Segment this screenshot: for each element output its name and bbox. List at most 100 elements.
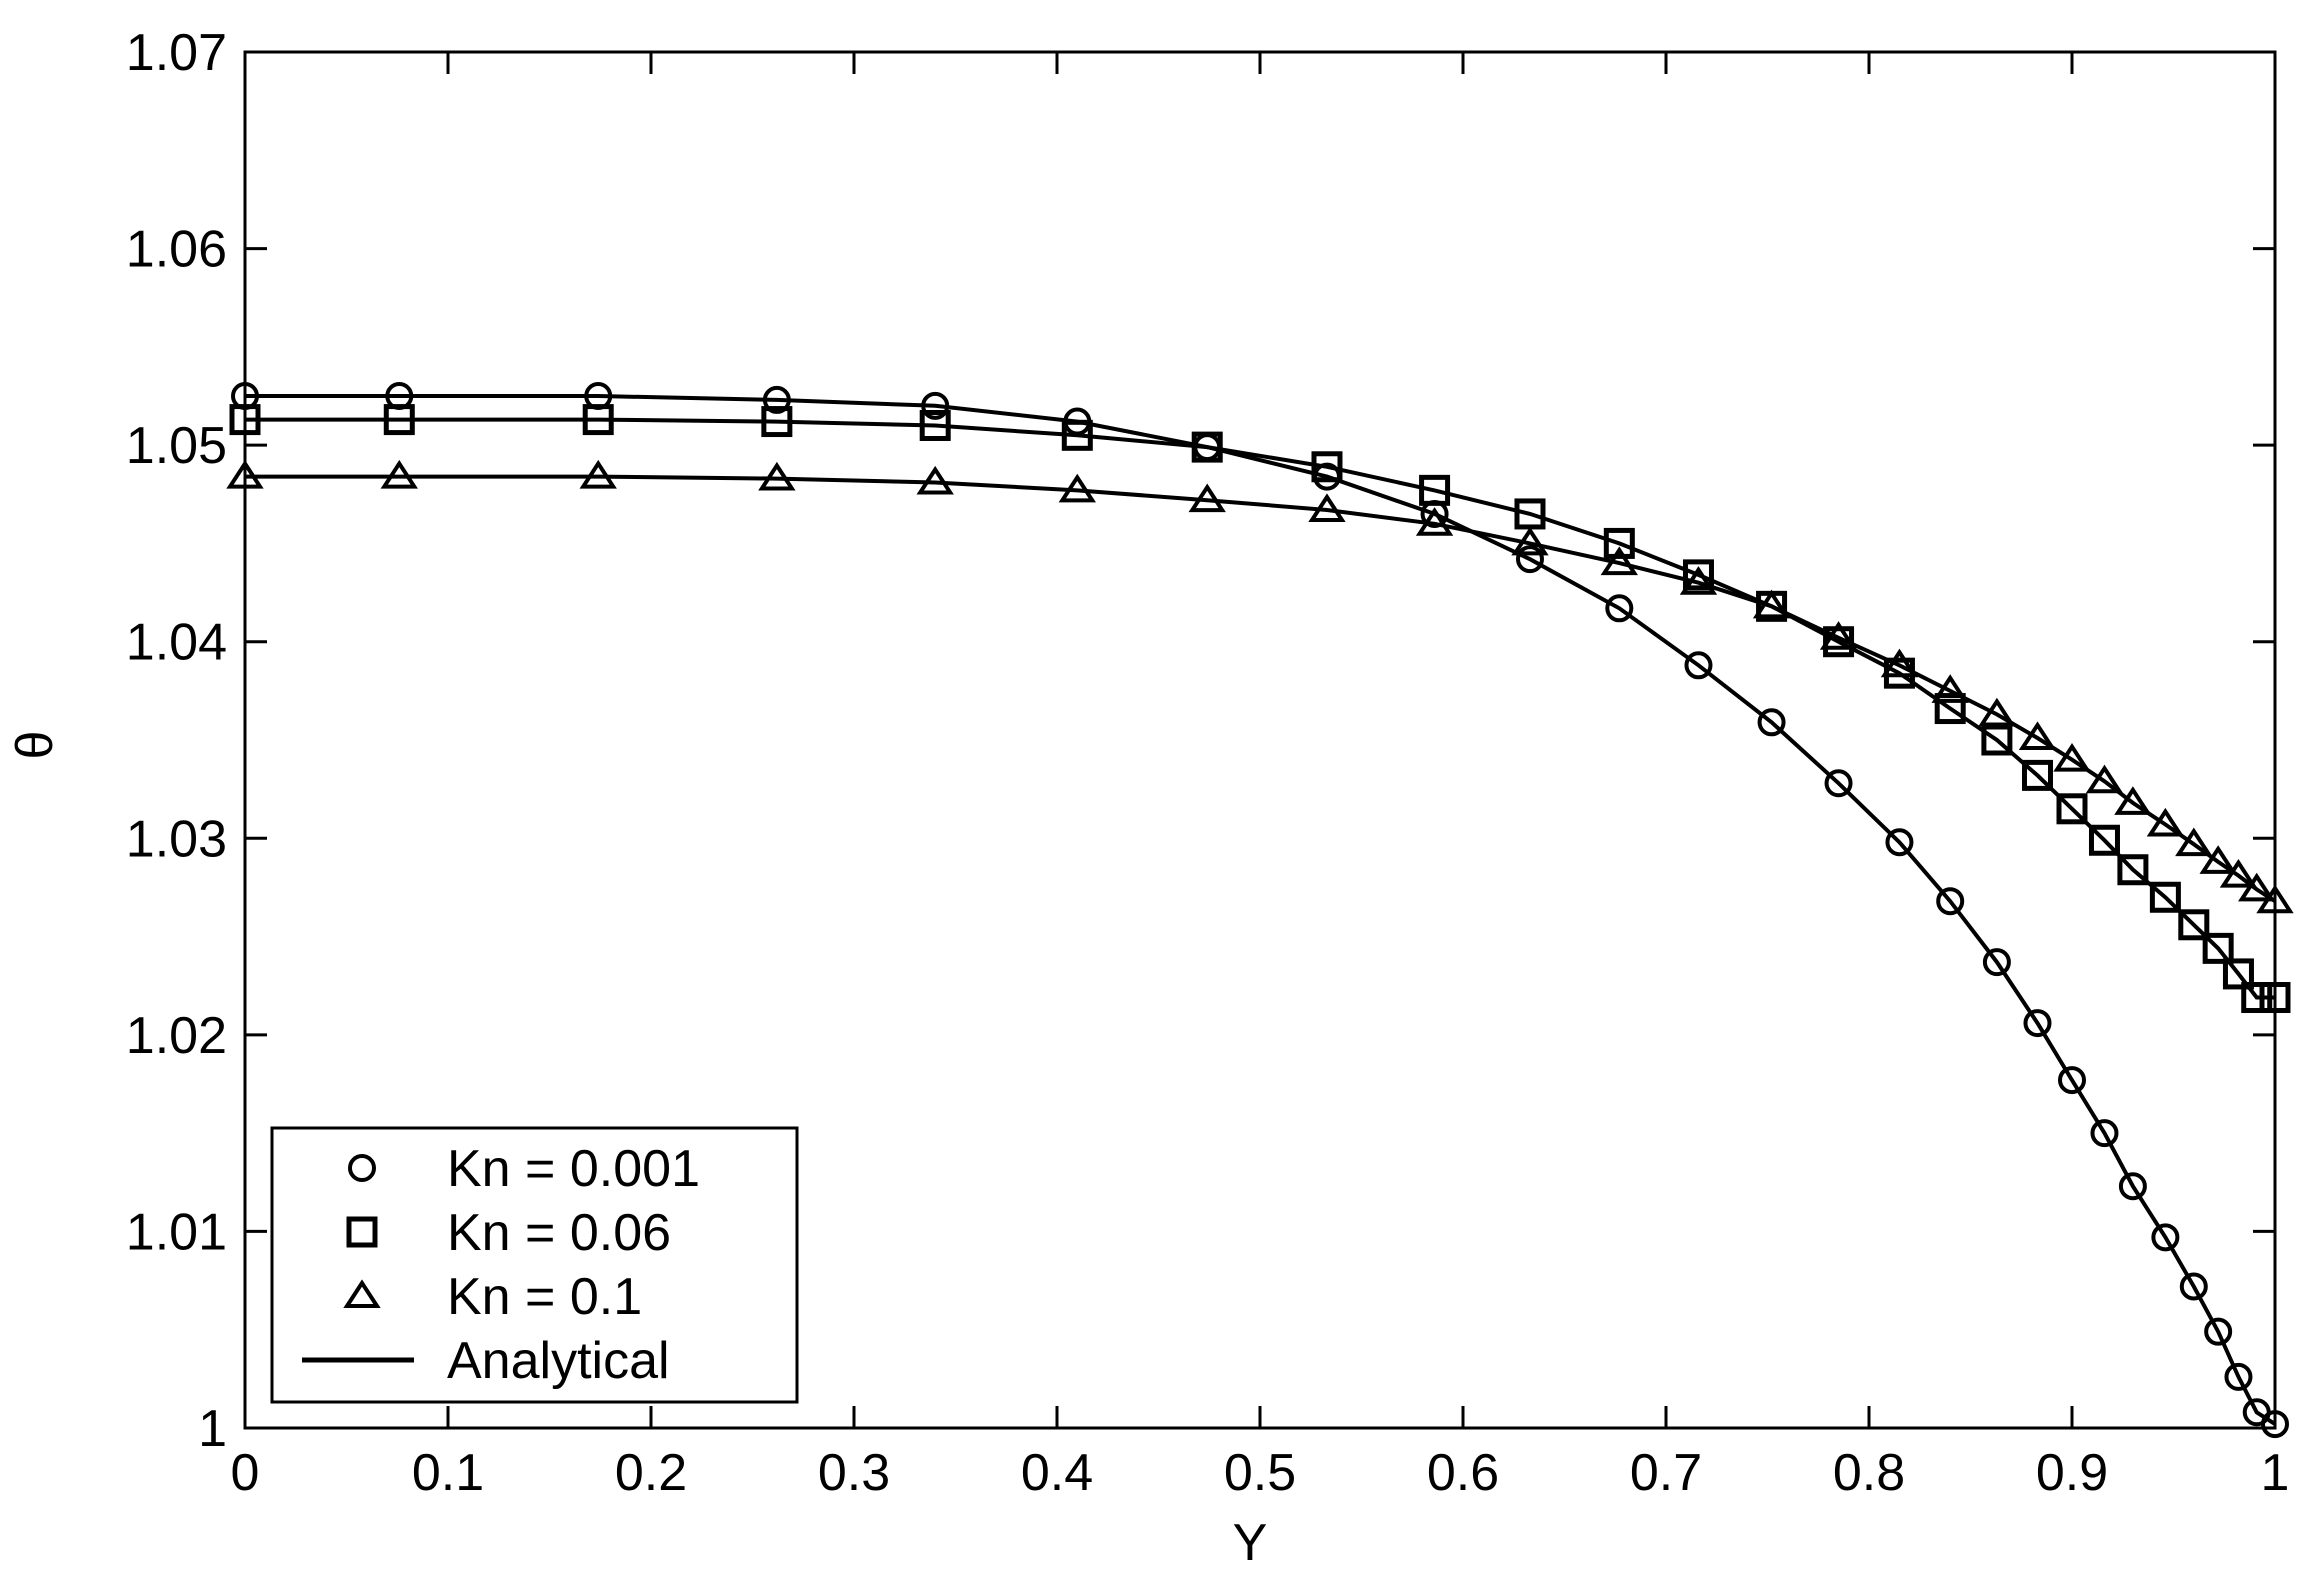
legend-label: Analytical: [447, 1332, 670, 1390]
x-tick-label: 0.8: [1833, 1444, 1905, 1502]
data-point-circle: [1605, 594, 1634, 623]
y-tick-label: 1.05: [126, 417, 227, 475]
y-tick-label: 1.04: [126, 614, 227, 672]
data-point-triangle: [1679, 566, 1718, 595]
analytical-line-circle: [245, 394, 2277, 1426]
data-point-circle: [2261, 1410, 2289, 1439]
y-axis-title: θ: [6, 731, 64, 760]
data-point-square: [2088, 824, 2120, 856]
data-point-square: [2202, 932, 2234, 964]
data-point-triangle: [1308, 493, 1346, 523]
data-point-square: [761, 406, 793, 438]
x-axis-title: Y: [1233, 1514, 1268, 1572]
x-tick-label: 0.2: [615, 1444, 687, 1502]
data-point-triangle: [1511, 526, 1549, 556]
data-point-triangle: [2175, 827, 2213, 857]
data-point-circle: [921, 391, 950, 420]
x-tick-label: 0: [231, 1444, 260, 1502]
data-point-triangle: [2114, 786, 2152, 815]
data-point-square: [1191, 431, 1223, 463]
x-tick-label: 0.4: [1021, 1444, 1093, 1502]
data-point-triangle: [2219, 858, 2258, 888]
x-tick-label: 0.7: [1630, 1444, 1702, 1502]
data-point-square: [2178, 909, 2210, 941]
x-ticks: 0 0.1 0.2 0.3 0.4 0.5 0.6 0.7 0.8 0.9 1: [231, 52, 2290, 1502]
y-tick-label: 1.02: [126, 1007, 227, 1065]
data-point-triangle: [1188, 483, 1226, 513]
data-point-triangle: [1600, 546, 1639, 576]
data-point-circle: [2179, 1272, 2208, 1301]
x-tick-label: 0.5: [1224, 1444, 1296, 1502]
data-point-circle: [2023, 1009, 2052, 1038]
data-point-circle: [1515, 545, 1544, 574]
data-point-triangle: [579, 459, 617, 489]
data-point-triangle: [226, 459, 264, 489]
x-tick-label: 0.3: [818, 1444, 890, 1502]
data-point-square: [1419, 474, 1451, 506]
data-point-circle: [762, 385, 791, 414]
data-point-triangle: [1752, 589, 1791, 619]
data-point-triangle: [2238, 872, 2276, 902]
data-point-triangle: [758, 461, 796, 491]
data-point-circle: [2118, 1172, 2147, 1201]
data-point-circle: [1824, 769, 1853, 798]
data-point-square: [2149, 881, 2181, 913]
y-tick-label: 1: [198, 1400, 227, 1458]
data-point-triangle: [380, 459, 418, 489]
data-point-square: [2259, 982, 2291, 1014]
analytical-line-square: [245, 417, 2275, 1000]
series-layer: [226, 382, 2294, 1439]
data-point-circle: [1757, 708, 1786, 737]
y-tick-label: 1.03: [126, 810, 227, 868]
x-tick-label: 1: [2261, 1444, 2290, 1502]
data-point-triangle: [916, 465, 954, 495]
data-point-circle: [2204, 1317, 2233, 1346]
data-point-square: [383, 404, 415, 436]
y-tick-label: 1.07: [126, 24, 227, 82]
legend-label: Kn = 0.1: [447, 1268, 642, 1326]
legend-label: Kn = 0.001: [447, 1140, 700, 1198]
data-point-square: [582, 404, 614, 436]
data-point-square: [2241, 982, 2273, 1014]
data-point-triangle: [2199, 845, 2237, 874]
data-point-triangle: [2085, 764, 2124, 794]
data-point-square: [2056, 793, 2088, 825]
data-point-square: [2222, 958, 2254, 990]
data-point-triangle: [1415, 507, 1454, 536]
analytical-line-triangle: [245, 474, 2277, 903]
data-point-circle: [1936, 887, 1965, 916]
legend-label: Kn = 0.06: [447, 1204, 671, 1262]
data-point-triangle: [2146, 807, 2185, 837]
legend-marker-triangle: [343, 1279, 381, 1308]
data-point-triangle: [1978, 697, 2016, 727]
x-tick-label: 0.1: [412, 1444, 484, 1502]
legend-box: [270, 1126, 799, 1404]
data-point-square: [1934, 693, 1966, 725]
y-tick-label: 1.06: [126, 221, 227, 279]
data-point-triangle: [2053, 742, 2091, 772]
data-point-square: [919, 409, 951, 441]
legend-marker-square: [346, 1216, 378, 1248]
data-point-triangle: [1931, 674, 1969, 703]
data-point-square: [2117, 854, 2149, 886]
x-tick-label: 0.6: [1427, 1444, 1499, 1502]
y-ticks: 1 1.01 1.02 1.03 1.04 1.05 1.06 1.07: [126, 24, 2275, 1458]
x-tick-label: 0.9: [2036, 1444, 2108, 1502]
data-point-square: [1311, 451, 1343, 483]
data-point-square: [229, 404, 261, 436]
data-point-triangle: [2256, 884, 2294, 914]
data-point-circle: [1684, 651, 1713, 680]
data-point-square: [1981, 724, 2013, 756]
data-point-circle: [2151, 1223, 2180, 1252]
data-point-square: [2021, 759, 2053, 791]
legend-marker-circle: [348, 1154, 376, 1182]
data-point-triangle: [2018, 721, 2057, 751]
data-point-circle: [1982, 948, 2011, 977]
data-point-square: [1682, 559, 1714, 591]
y-tick-label: 1.01: [126, 1203, 227, 1261]
data-point-triangle: [1819, 621, 1858, 650]
data-point-circle: [2090, 1119, 2119, 1148]
data-point-square: [1603, 527, 1635, 559]
data-point-triangle: [1058, 473, 1096, 503]
